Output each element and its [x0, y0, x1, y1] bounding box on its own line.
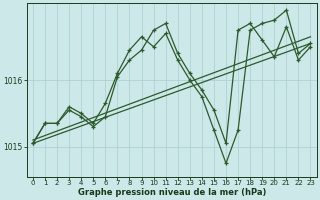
X-axis label: Graphe pression niveau de la mer (hPa): Graphe pression niveau de la mer (hPa) — [77, 188, 266, 197]
